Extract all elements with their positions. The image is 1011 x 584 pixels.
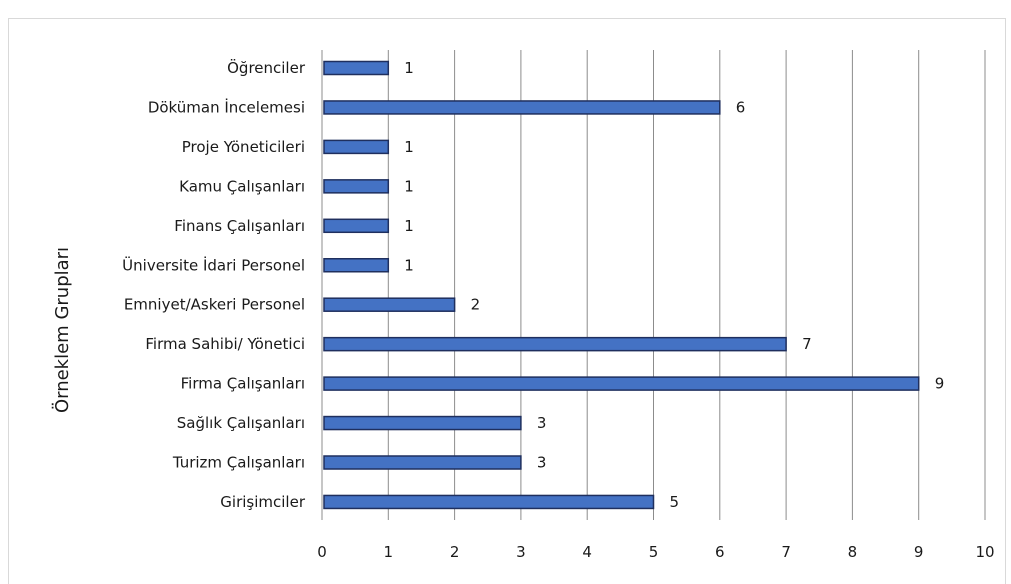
category-label: Turizm Çalışanları [172, 454, 305, 472]
bar [323, 455, 522, 470]
bar [323, 336, 787, 352]
x-tick-label: 10 [975, 543, 994, 561]
x-tick-label: 8 [848, 543, 858, 561]
bar [323, 179, 390, 194]
bar [323, 60, 390, 76]
x-tick-label: 1 [384, 543, 394, 561]
bars [323, 60, 920, 510]
data-label: 1 [404, 138, 414, 156]
x-tick-label: 2 [450, 543, 460, 561]
category-label: Emniyet/Askeri Personel [124, 296, 305, 314]
gridlines [321, 50, 986, 520]
data-label: 7 [802, 335, 812, 353]
x-tick-label: 4 [582, 543, 592, 561]
data-label: 1 [404, 177, 414, 195]
bar [323, 415, 522, 431]
data-label: 3 [537, 414, 547, 432]
category-label: Kamu Çalışanları [179, 177, 305, 195]
x-axis-ticks: 0 1 2 3 4 5 6 7 8 9 10 [317, 543, 994, 561]
data-label: 5 [670, 493, 680, 511]
x-tick-label: 7 [781, 543, 791, 561]
bar [323, 376, 920, 391]
x-tick-label: 6 [715, 543, 725, 561]
data-label: 9 [935, 375, 945, 393]
x-tick-label: 3 [516, 543, 526, 561]
category-label: Finans Çalışanları [174, 217, 305, 235]
data-label: 1 [404, 59, 414, 77]
data-label: 2 [471, 296, 481, 314]
x-tick-label: 9 [914, 543, 924, 561]
x-tick-label: 5 [649, 543, 659, 561]
category-label: Sağlık Çalışanları [177, 414, 305, 432]
bar [323, 100, 721, 115]
data-label: 1 [404, 217, 414, 235]
y-axis-title: Örneklem Grupları [51, 247, 73, 413]
category-label: Firma Sahibi/ Yönetici [145, 335, 305, 353]
x-tick-label: 0 [317, 543, 327, 561]
bar [323, 258, 390, 273]
category-label: Proje Yöneticileri [182, 138, 305, 156]
data-label: 3 [537, 454, 547, 472]
bar [323, 494, 655, 510]
bar [323, 139, 390, 155]
category-label: Öğrenciler [227, 58, 306, 77]
chart-frame [8, 18, 1006, 584]
category-labels: Öğrenciler Döküman İncelemesi Proje Yöneti… [122, 58, 306, 511]
category-label: Döküman İncelemesi [148, 97, 305, 116]
category-label: Üniversite İdari Personel [122, 255, 305, 274]
bar [323, 218, 390, 234]
data-label: 6 [736, 98, 746, 116]
category-label: Girişimciler [220, 493, 306, 511]
bar [323, 297, 456, 312]
category-label: Firma Çalışanları [181, 375, 305, 393]
data-label: 1 [404, 256, 414, 274]
